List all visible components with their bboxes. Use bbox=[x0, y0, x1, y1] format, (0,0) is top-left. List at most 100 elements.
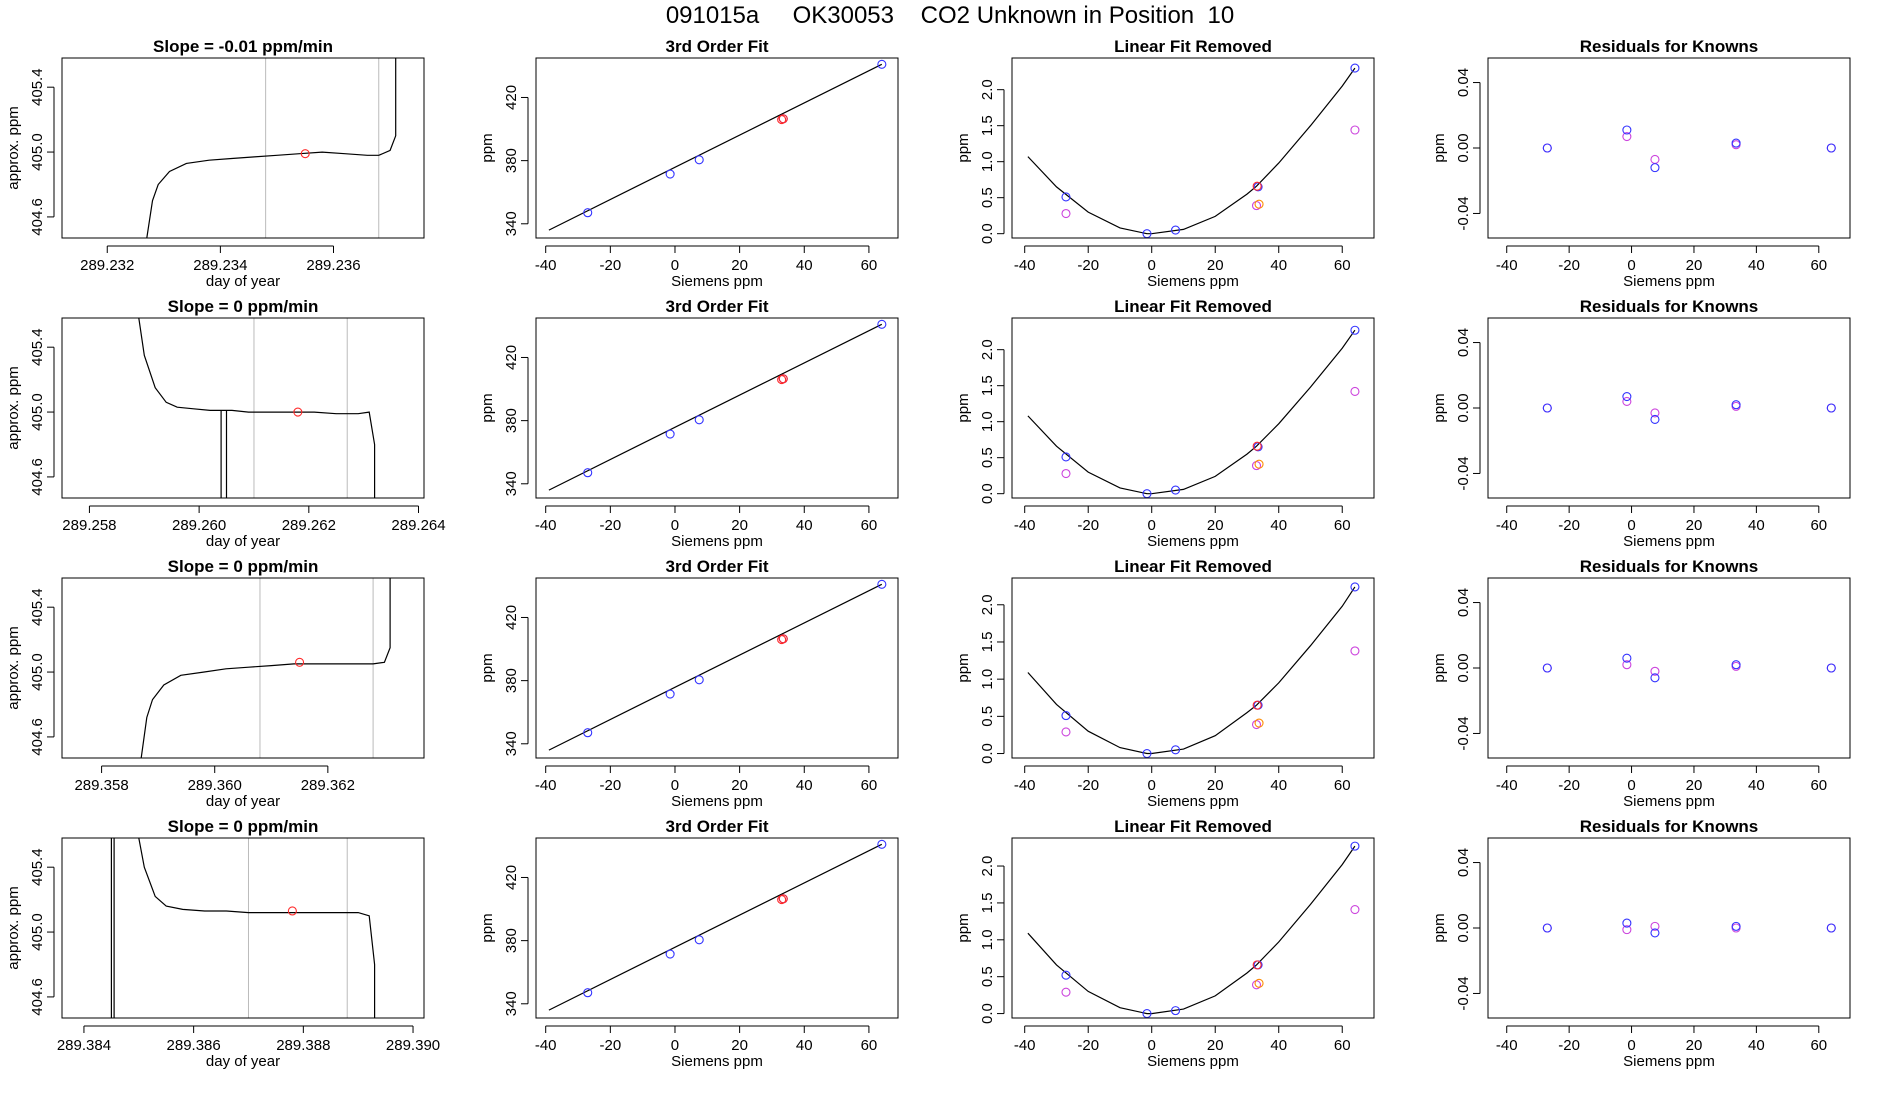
x-tick-label: -20 bbox=[1558, 257, 1580, 274]
panel-r3-c3: Linear Fit Removed -40 -20 0 20 40 60 Siemens p… bbox=[955, 557, 1375, 810]
plot-frame bbox=[1011, 57, 1375, 239]
known-point bbox=[583, 208, 593, 218]
known-point bbox=[665, 689, 675, 699]
known-point bbox=[694, 155, 704, 165]
y-tick-label: 1.0 bbox=[979, 151, 996, 172]
x-tick-label: -40 bbox=[1496, 257, 1518, 274]
known-point bbox=[877, 579, 887, 589]
x-tick-label: 60 bbox=[1810, 517, 1827, 534]
plot-area bbox=[548, 579, 887, 751]
x-tick-label: -20 bbox=[599, 1037, 621, 1054]
known-point bbox=[694, 415, 704, 425]
panel-title: Slope = -0.01 ppm/min bbox=[153, 37, 333, 56]
y-tick-label: 1.0 bbox=[979, 411, 996, 432]
y-axis-label: ppm bbox=[1431, 393, 1448, 422]
panel-r2-c1: Slope = 0 ppm/min 289.258 289.260 289.262 28… bbox=[5, 297, 446, 550]
y-axis-label: ppm bbox=[479, 913, 496, 942]
panel-r4-c3: Linear Fit Removed -40 -20 0 20 40 60 Siemens p… bbox=[955, 817, 1375, 1070]
y-tick-label: 0.5 bbox=[979, 187, 996, 208]
x-axis-label: Siemens ppm bbox=[1623, 273, 1715, 290]
x-tick-label: 40 bbox=[1270, 257, 1287, 274]
y-tick-label: 1.5 bbox=[979, 375, 996, 396]
known-point bbox=[1350, 325, 1360, 335]
plot-frame bbox=[535, 577, 899, 759]
alt-point bbox=[1251, 201, 1262, 211]
alt-point bbox=[1650, 666, 1660, 676]
known-point bbox=[1622, 653, 1632, 663]
y-tick-label: 340 bbox=[503, 731, 520, 756]
x-tick-label: 60 bbox=[861, 777, 878, 794]
x-tick-label: -20 bbox=[599, 257, 621, 274]
unknown-point bbox=[1252, 960, 1262, 970]
fit-curve bbox=[1027, 586, 1356, 755]
x-tick-label: -40 bbox=[535, 777, 557, 794]
panel-r1-c1: Slope = -0.01 ppm/min 289.232 289.234 289.2… bbox=[5, 37, 425, 290]
y-tick-label: 0.5 bbox=[979, 447, 996, 468]
unknown-point bbox=[1252, 441, 1262, 451]
plot-area bbox=[1542, 125, 1836, 173]
x-tick-label: 0 bbox=[671, 517, 679, 534]
panel-title: 3rd Order Fit bbox=[666, 557, 769, 576]
known-point bbox=[665, 949, 675, 959]
x-tick-label: 20 bbox=[1686, 777, 1703, 794]
x-tick-label: -40 bbox=[1496, 777, 1518, 794]
x-axis-label: Siemens ppm bbox=[671, 1053, 763, 1070]
x-tick-label: 20 bbox=[1207, 517, 1224, 534]
plot-frame bbox=[535, 57, 899, 239]
fit-curve bbox=[548, 63, 883, 231]
alt-point bbox=[1251, 719, 1262, 730]
y-tick-label: 1.0 bbox=[979, 929, 996, 950]
known-point bbox=[583, 468, 593, 478]
x-tick-label: 40 bbox=[796, 777, 813, 794]
panel-r4-c1: Slope = 0 ppm/min 289.384 289.386 289.388 28… bbox=[5, 817, 440, 1070]
known-point bbox=[1731, 400, 1741, 410]
y-tick-label: 380 bbox=[503, 668, 520, 693]
x-tick-label: 289.236 bbox=[306, 257, 360, 274]
unknown-point bbox=[778, 894, 788, 904]
panel-r3-c1: Slope = 0 ppm/min 289.358 289.360 289.362 da… bbox=[5, 557, 425, 810]
unknown-point bbox=[295, 657, 305, 667]
plot-frame bbox=[61, 317, 425, 499]
x-tick-label: 40 bbox=[796, 1037, 813, 1054]
plot-area bbox=[548, 319, 887, 491]
y-tick-label: 404.6 bbox=[29, 458, 46, 496]
fit-curve bbox=[548, 583, 883, 751]
unknown-point bbox=[1252, 181, 1262, 191]
alt-point bbox=[1650, 154, 1660, 165]
known-point bbox=[1622, 125, 1632, 135]
known-point bbox=[1650, 414, 1660, 425]
x-tick-label: 289.362 bbox=[301, 777, 355, 794]
panel-title: Slope = 0 ppm/min bbox=[168, 297, 319, 316]
x-axis-label: day of year bbox=[206, 533, 280, 550]
x-tick-label: 0 bbox=[1148, 777, 1156, 794]
x-tick-label: 40 bbox=[1748, 777, 1765, 794]
panel-r2-c3: Linear Fit Removed -40 -20 0 20 40 60 Siemens p… bbox=[955, 297, 1375, 550]
unknown-point bbox=[1252, 700, 1262, 710]
unknown-point bbox=[778, 114, 788, 124]
x-axis-label: Siemens ppm bbox=[1623, 1053, 1715, 1070]
alt-point bbox=[1622, 396, 1632, 407]
panel-title: Residuals for Knowns bbox=[1580, 557, 1759, 576]
x-tick-label: -20 bbox=[1077, 777, 1099, 794]
known-point bbox=[694, 675, 704, 685]
x-axis-label: Siemens ppm bbox=[1147, 273, 1239, 290]
y-tick-label: 0.00 bbox=[1455, 393, 1472, 422]
x-tick-label: 60 bbox=[861, 1037, 878, 1054]
x-tick-label: 289.234 bbox=[193, 257, 247, 274]
alt-point bbox=[1650, 921, 1660, 931]
x-tick-label: 60 bbox=[861, 257, 878, 274]
y-axis-label: approx. ppm bbox=[5, 626, 22, 709]
x-tick-label: -40 bbox=[1496, 1037, 1518, 1054]
plot-frame bbox=[61, 577, 425, 759]
orange-point bbox=[1254, 978, 1264, 988]
x-tick-label: 40 bbox=[1270, 517, 1287, 534]
x-tick-label: 289.384 bbox=[57, 1037, 111, 1054]
y-axis-label: ppm bbox=[1431, 133, 1448, 162]
x-tick-label: -20 bbox=[1558, 777, 1580, 794]
panel-title: Slope = 0 ppm/min bbox=[168, 817, 319, 836]
panel-title: Residuals for Knowns bbox=[1580, 297, 1759, 316]
y-tick-label: 0.04 bbox=[1455, 588, 1472, 617]
y-tick-label: 0.0 bbox=[979, 223, 996, 244]
y-tick-label: 0.00 bbox=[1455, 913, 1472, 942]
known-point bbox=[1731, 921, 1741, 931]
